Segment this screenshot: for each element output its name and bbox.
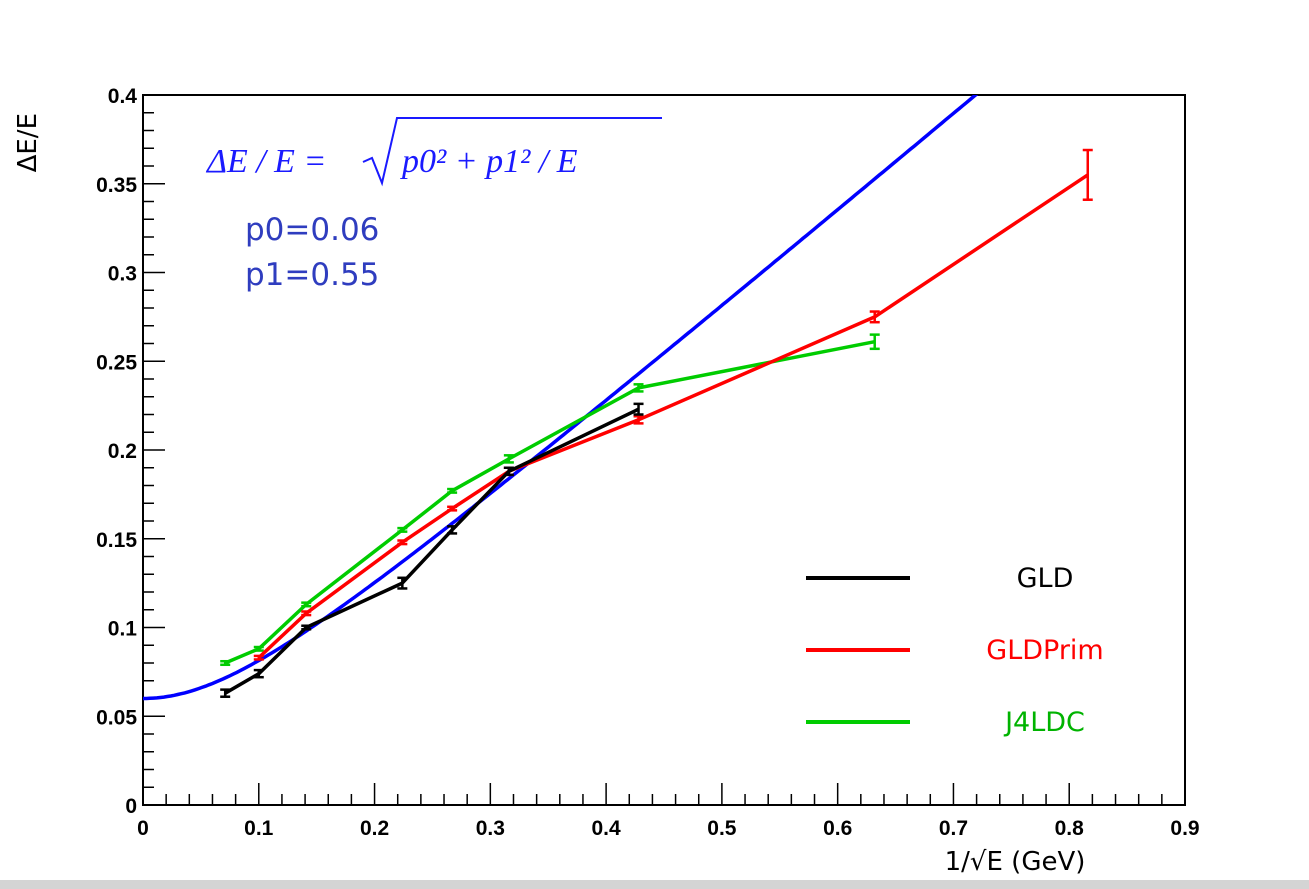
data-point: [253, 645, 264, 652]
bottom-bar: [0, 880, 1309, 889]
y-tick-label: 0.3: [108, 263, 137, 286]
data-point: [220, 659, 231, 667]
data-point: [301, 601, 312, 608]
y-tick-label: 0.4: [108, 85, 138, 108]
y-tick-label: 0.15: [96, 529, 137, 552]
series-gldprim: [253, 148, 1093, 661]
data-point: [633, 402, 644, 416]
x-axis-title: 1/√E (GeV): [945, 847, 1086, 877]
data-point: [447, 487, 458, 494]
data-point: [301, 624, 312, 631]
legend-entry-j4ldc: J4LDC: [806, 707, 1085, 738]
x-tick-label: 0: [137, 817, 149, 840]
legend-label: GLD: [1017, 563, 1074, 594]
data-point: [253, 654, 264, 661]
series-gld: [220, 402, 644, 698]
legend-entry-gld: GLD: [806, 563, 1073, 594]
legend-entry-gldprim: GLDPrim: [806, 635, 1104, 666]
data-point: [253, 668, 264, 679]
series-line: [257, 173, 1089, 659]
series-layer: [220, 148, 1093, 698]
data-point: [301, 610, 312, 617]
legend: GLD GLDPrim J4LDC: [806, 563, 1104, 738]
data-point: [503, 466, 514, 477]
y-tick-label: 0.2: [108, 440, 137, 463]
y-tick-label: 0.05: [96, 706, 137, 729]
series-j4ldc: [220, 333, 880, 667]
data-point: [397, 526, 408, 533]
x-tick-label: 0.7: [939, 817, 968, 840]
x-tick-label: 0.4: [592, 817, 622, 840]
x-tick-label: 0.1: [244, 817, 274, 840]
legend-label: GLDPrim: [986, 635, 1103, 666]
data-point: [447, 505, 458, 512]
x-tick-label: 0.3: [476, 817, 505, 840]
formula-rhs: p0² + p1² / E: [400, 143, 578, 180]
y-tick-labels: 0 0.05 0.1 0.15 0.2 0.25 0.3 0.35 0.4: [96, 85, 137, 818]
x-tick-label: 0.6: [823, 817, 852, 840]
formula-lhs: ΔE / E =: [205, 143, 326, 180]
data-point: [503, 454, 514, 464]
x-tick-label: 0.2: [360, 817, 389, 840]
y-tick-label: 0.1: [108, 618, 138, 641]
data-point: [869, 310, 880, 324]
p1-annotation: p1=0.55: [245, 257, 379, 293]
data-point: [397, 539, 408, 546]
x-tick-label: 0.9: [1170, 817, 1199, 840]
y-tick-label: 0.25: [96, 351, 137, 374]
x-tick-label: 0.8: [1055, 817, 1085, 840]
y-tick-label: 0: [125, 795, 137, 818]
x-tick-labels: 0 0.1 0.2 0.3 0.4 0.5 0.6 0.7 0.8 0.9: [137, 817, 1199, 840]
data-point: [633, 415, 644, 425]
data-point: [447, 525, 458, 535]
plot-frame: [142, 94, 1186, 806]
fit-formula: ΔE / E = p0² + p1² / E: [205, 117, 662, 187]
legend-label: J4LDC: [1003, 707, 1085, 738]
p0-annotation: p0=0.06: [245, 212, 379, 248]
data-point: [869, 333, 880, 351]
data-point: [397, 576, 408, 590]
data-point: [633, 383, 644, 393]
y-axis-title: ΔE/E: [13, 113, 43, 172]
x-tick-label: 0.5: [707, 817, 737, 840]
y-tick-label: 0.35: [96, 174, 137, 197]
series-line: [224, 339, 876, 665]
sqrt-radical: [362, 117, 662, 187]
data-point: [220, 688, 231, 698]
axis-ticks: [142, 94, 1186, 806]
data-point: [1082, 148, 1093, 201]
